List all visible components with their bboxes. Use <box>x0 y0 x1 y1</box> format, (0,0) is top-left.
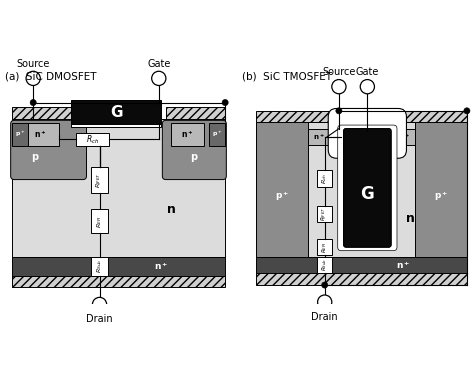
Circle shape <box>26 71 40 85</box>
Bar <box>12 257 225 276</box>
Bar <box>256 111 467 122</box>
Text: $\mathbf{p^+}$: $\mathbf{p^+}$ <box>15 130 26 139</box>
Circle shape <box>321 282 328 288</box>
Bar <box>209 123 225 147</box>
Bar <box>166 107 225 119</box>
Bar <box>393 129 415 145</box>
Text: $R_{EPI}$: $R_{EPI}$ <box>320 241 329 253</box>
Text: $\mathbf{n}$: $\mathbf{n}$ <box>166 203 175 216</box>
Text: $\mathbf{p^+}$: $\mathbf{p^+}$ <box>434 189 448 203</box>
Circle shape <box>464 108 470 114</box>
Bar <box>12 276 225 288</box>
Circle shape <box>318 295 332 309</box>
FancyBboxPatch shape <box>162 120 226 180</box>
Text: $\mathbf{n^+}$: $\mathbf{n^+}$ <box>34 129 46 140</box>
FancyBboxPatch shape <box>344 129 391 247</box>
Bar <box>256 122 467 257</box>
Bar <box>256 273 467 285</box>
Circle shape <box>30 99 36 106</box>
Circle shape <box>336 108 342 114</box>
Bar <box>171 123 204 147</box>
Text: G: G <box>360 184 374 203</box>
Text: $R_{ch}$: $R_{ch}$ <box>320 173 329 184</box>
Text: $R_{Sub}$: $R_{Sub}$ <box>95 259 104 273</box>
Text: $\mathbf{n^+}$: $\mathbf{n^+}$ <box>396 259 410 271</box>
Bar <box>91 257 108 276</box>
Circle shape <box>92 298 107 312</box>
Text: Drain: Drain <box>311 312 338 322</box>
Bar <box>12 107 71 119</box>
Bar <box>91 209 108 233</box>
Text: $\mathbf{p}$: $\mathbf{p}$ <box>31 152 40 164</box>
Text: $\mathbf{n^+}$: $\mathbf{n^+}$ <box>181 129 193 140</box>
Text: $\mathbf{p^+}$: $\mathbf{p^+}$ <box>275 189 289 203</box>
FancyBboxPatch shape <box>344 129 391 247</box>
Text: $\mathbf{n^+}$: $\mathbf{n^+}$ <box>313 132 325 142</box>
Text: Gate: Gate <box>147 59 171 69</box>
Text: Drain: Drain <box>86 314 113 324</box>
Text: G: G <box>110 105 122 119</box>
Text: $R_{EPI}$: $R_{EPI}$ <box>95 214 104 227</box>
Text: $R_{JFET}$: $R_{JFET}$ <box>319 207 330 221</box>
Bar <box>76 133 109 146</box>
Circle shape <box>152 71 166 85</box>
Text: $R_{JFET}$: $R_{JFET}$ <box>94 172 105 187</box>
FancyBboxPatch shape <box>10 120 86 180</box>
Bar <box>317 170 332 187</box>
FancyBboxPatch shape <box>337 125 397 251</box>
Text: (a)  SiC DMOSFET: (a) SiC DMOSFET <box>5 72 96 82</box>
Bar <box>21 123 59 147</box>
Bar <box>12 123 28 147</box>
Text: $\mathbf{n^+}$: $\mathbf{n^+}$ <box>154 260 168 272</box>
Text: Source: Source <box>17 59 50 69</box>
Circle shape <box>222 99 228 106</box>
Text: $\mathbf{p}$: $\mathbf{p}$ <box>190 152 199 164</box>
Bar <box>12 119 225 257</box>
Text: Gate: Gate <box>356 67 379 77</box>
Bar <box>317 257 332 273</box>
Text: Source: Source <box>322 67 356 77</box>
Text: (b)  SiC TMOSFET: (b) SiC TMOSFET <box>242 72 332 82</box>
Bar <box>317 206 332 222</box>
Bar <box>308 129 329 145</box>
Circle shape <box>332 79 346 94</box>
Text: $\mathbf{n^+}$: $\mathbf{n^+}$ <box>398 132 410 142</box>
Bar <box>256 257 467 273</box>
Bar <box>91 167 108 193</box>
Text: $R_{ch}$: $R_{ch}$ <box>86 133 99 145</box>
Bar <box>71 100 161 124</box>
Bar <box>415 122 467 257</box>
Bar <box>317 239 332 255</box>
FancyBboxPatch shape <box>328 108 407 158</box>
Text: $\mathbf{p^+}$: $\mathbf{p^+}$ <box>211 130 222 139</box>
Text: $R_{Sub}$: $R_{Sub}$ <box>320 259 329 272</box>
Circle shape <box>360 79 374 94</box>
Bar <box>71 124 161 127</box>
Text: $\mathbf{n}$: $\mathbf{n}$ <box>405 212 415 225</box>
Bar <box>256 122 308 257</box>
